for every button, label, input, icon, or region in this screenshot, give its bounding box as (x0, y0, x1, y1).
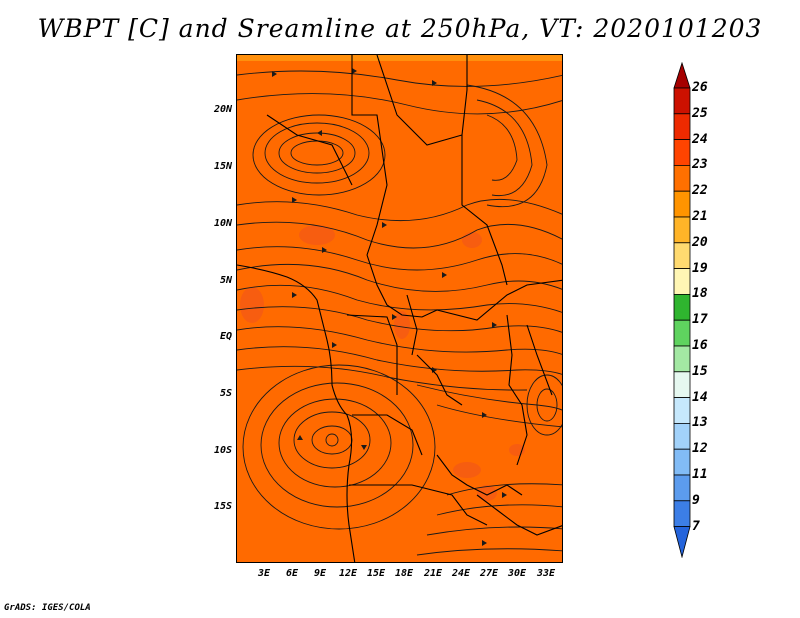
colorbar-segment (673, 474, 691, 502)
colorbar-label: 24 (692, 131, 708, 147)
lat-label-5n: 5N (219, 275, 232, 286)
colorbar-segment (673, 319, 691, 347)
colorbar-segment (673, 422, 691, 450)
colorbar-label: 14 (692, 389, 708, 405)
lon-label-3e: 3E (257, 568, 271, 579)
colorbar-label: 7 (692, 518, 700, 534)
colorbar-segment (673, 293, 691, 321)
colorbar-segment (673, 500, 691, 527)
lon-label-33e: 33E (536, 568, 556, 579)
colorbar-segment (673, 268, 691, 295)
streamline-map (237, 55, 562, 562)
colorbar-segment (673, 87, 691, 115)
colorbar-label: 12 (692, 441, 708, 457)
colorbar-label: 21 (692, 209, 708, 224)
colorbar-segment (673, 345, 691, 373)
colorbar-label: 17 (692, 312, 708, 328)
lon-label-12e: 12E (338, 568, 358, 579)
colorbar-segment (673, 139, 691, 166)
colorbar-segment (673, 371, 691, 398)
lat-label-eq: EQ (219, 331, 232, 342)
colorbar-label: 9 (692, 492, 700, 508)
colorbar-segment (673, 216, 691, 244)
colorbar (673, 62, 691, 558)
lat-label-15s: 15S (213, 501, 232, 512)
colorbar-segment (673, 397, 691, 424)
country-borders (237, 55, 562, 562)
lon-label-21e: 21E (423, 568, 443, 579)
colorbar-segment (673, 242, 691, 270)
colorbar-segment (673, 526, 691, 558)
lon-label-15e: 15E (366, 568, 386, 579)
colorbar-label: 23 (692, 157, 708, 173)
lon-label-6e: 6E (285, 568, 299, 579)
colorbar-label: 16 (692, 338, 708, 353)
lat-label-15n: 15N (213, 161, 232, 172)
map-panel (236, 54, 563, 563)
lon-label-30e: 30E (507, 568, 527, 579)
colorbar-label: 22 (692, 183, 708, 199)
colorbar-label: 13 (692, 415, 708, 431)
page-title: WBPT [C] and Sreamline at 250hPa, VT: 20… (37, 14, 763, 43)
lat-label-10n: 10N (213, 218, 232, 229)
colorbar-label: 15 (692, 363, 708, 379)
lat-label-10s: 10S (213, 445, 232, 456)
colorbar-segment (673, 190, 691, 218)
colorbar-label: 26 (692, 80, 708, 95)
lat-label-20n: 20N (213, 104, 232, 115)
arrowheads (272, 68, 507, 546)
colorbar-label: 20 (692, 234, 708, 250)
lon-label-24e: 24E (451, 568, 471, 579)
colorbar-segment (673, 62, 691, 89)
lon-label-18e: 18E (394, 568, 414, 579)
colorbar-label: 25 (692, 105, 708, 121)
colorbar-label: 11 (692, 467, 708, 482)
lon-label-27e: 27E (479, 568, 499, 579)
colorbar-segment (673, 165, 691, 192)
colorbar-label: 19 (692, 260, 708, 276)
lat-label-5s: 5S (219, 388, 232, 399)
colorbar-segment (673, 113, 691, 140)
lon-label-9e: 9E (313, 568, 327, 579)
grads-credit: GrADS: IGES/COLA (4, 603, 91, 613)
warm-patches (240, 225, 525, 501)
colorbar-label: 18 (692, 286, 708, 302)
colorbar-segment (673, 448, 691, 476)
